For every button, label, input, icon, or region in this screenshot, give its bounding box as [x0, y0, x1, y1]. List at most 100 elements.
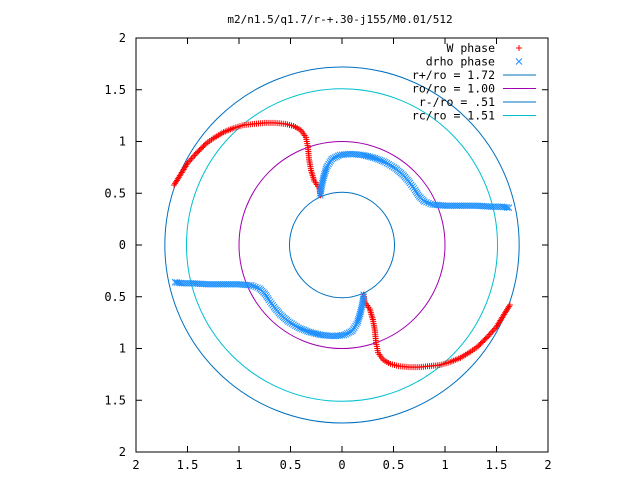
x-tick-label: 1.5: [177, 458, 199, 472]
data-point: [302, 327, 309, 334]
data-point: [334, 152, 342, 160]
data-point: [476, 342, 483, 349]
data-point: [300, 326, 308, 334]
x-tick-label: 1: [441, 458, 448, 472]
legend-label: r-/ro = .51: [419, 95, 495, 109]
data-point: [187, 157, 194, 164]
legend-marker: [515, 58, 523, 65]
data-point: [171, 278, 179, 286]
x-tick-label: 0.5: [383, 458, 405, 472]
y-tick-label: 1: [119, 342, 126, 356]
x-tick-label: 2: [132, 458, 139, 472]
data-point: [191, 152, 198, 159]
data-point: [344, 330, 351, 337]
x-tick-label: 2: [544, 458, 551, 472]
data-point: [194, 149, 201, 156]
y-tick-label: 0: [119, 238, 126, 252]
data-point: [322, 165, 330, 173]
data-point: [345, 329, 353, 336]
chart-title: m2/n1.5/q1.7/r-+.30-j155/M0.01/512: [227, 13, 452, 26]
data-point: [480, 338, 487, 345]
data-point: [250, 282, 257, 290]
data-point: [348, 327, 356, 335]
circle-1: [238, 141, 446, 349]
legend-label: rc/ro = 1.51: [412, 109, 495, 123]
data-point: [303, 327, 311, 335]
data-point: [354, 317, 362, 325]
data-point: [483, 334, 490, 341]
circle-3: [185, 88, 499, 402]
data-point: [201, 141, 208, 148]
data-point: [378, 157, 386, 165]
data-point: [482, 335, 489, 342]
y-tick-label: 1: [119, 135, 126, 149]
data-point: [373, 155, 381, 163]
data-point: [423, 198, 430, 206]
circles-layer: [164, 66, 520, 424]
data-point: [478, 339, 485, 346]
legend-marker-swatch: [515, 58, 523, 65]
data-point: [490, 326, 497, 333]
data-point: [342, 330, 350, 338]
data-point: [477, 340, 484, 347]
legend-marker-swatch: [516, 45, 522, 51]
data-point: [256, 285, 263, 292]
y-tick-label: 0.5: [104, 290, 126, 304]
data-point: [254, 284, 261, 292]
data-point: [333, 153, 340, 160]
data-point: [485, 333, 492, 340]
data-point: [192, 150, 199, 157]
data-point: [481, 336, 488, 343]
y-tick-label: 1.5: [104, 393, 126, 407]
data-point: [195, 148, 202, 155]
legend-label: drho phase: [426, 55, 495, 69]
x-tick-label: 0: [338, 458, 345, 472]
data-point: [421, 198, 428, 205]
y-tick-label: 2: [119, 31, 126, 45]
data-point: [331, 154, 339, 161]
data-point: [188, 155, 195, 162]
data-point: [488, 329, 495, 336]
data-point: [347, 328, 355, 336]
data-point: [298, 325, 306, 333]
legend-label: W phase: [447, 41, 496, 55]
y-tick-label: 0.5: [104, 186, 126, 200]
data-point: [371, 154, 379, 162]
legend-label: ro/ro = 1.00: [412, 82, 495, 96]
data-point: [305, 328, 313, 336]
x-tick-label: 1: [235, 458, 242, 472]
data-point: [189, 154, 196, 161]
x-tick-label: 1.5: [486, 458, 508, 472]
y-tick-label: 1.5: [104, 83, 126, 97]
circle-0: [164, 66, 520, 424]
legend-marker: [516, 45, 522, 51]
x-tick-label: 0.5: [280, 458, 302, 472]
data-point: [297, 325, 304, 332]
series-1: [171, 150, 513, 340]
series-layer: [171, 119, 513, 371]
data-point: [197, 145, 204, 152]
data-point: [489, 328, 496, 335]
data-point: [173, 279, 181, 286]
data-point: [329, 154, 337, 162]
data-point: [486, 331, 493, 338]
data-point: [328, 155, 336, 163]
data-point: [375, 156, 382, 163]
data-point: [425, 199, 432, 207]
data-point: [380, 158, 387, 165]
data-point: [200, 143, 207, 150]
circle-2: [288, 191, 396, 299]
axes-layer: 2 1.5 1 0.5 0 0.5 1 1.5 221.510.500.511.52: [104, 31, 551, 472]
data-point: [503, 204, 511, 211]
legend-label: r+/ro = 1.72: [412, 68, 495, 82]
data-point: [427, 200, 434, 208]
data-point: [505, 204, 513, 212]
data-point: [196, 147, 203, 154]
data-point: [252, 283, 259, 291]
y-tick-label: 2: [119, 445, 126, 459]
data-point: [199, 144, 206, 151]
data-point: [376, 156, 384, 164]
